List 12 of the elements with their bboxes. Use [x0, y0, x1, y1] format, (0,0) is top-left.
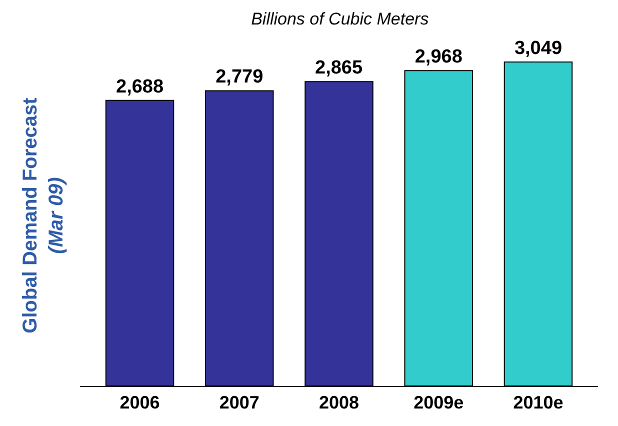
x-tick-label: 2006 [120, 392, 160, 413]
x-tick-label: 2008 [318, 392, 360, 413]
data-label: 2,779 [216, 66, 264, 88]
x-tick-label: 2007 [219, 392, 260, 413]
chart-title: Billions of Cubic Meters [251, 10, 430, 29]
data-label: 3,049 [514, 38, 562, 60]
data-label: 2,865 [315, 58, 363, 79]
y-axis-title: Global Demand Forecast (Mar 09) [20, 97, 68, 334]
x-tick-label: 2010e [513, 392, 564, 413]
data-label: 2,688 [116, 76, 164, 98]
data-label: 2,968 [414, 46, 462, 68]
x-tick-label: 2009e [414, 392, 464, 413]
